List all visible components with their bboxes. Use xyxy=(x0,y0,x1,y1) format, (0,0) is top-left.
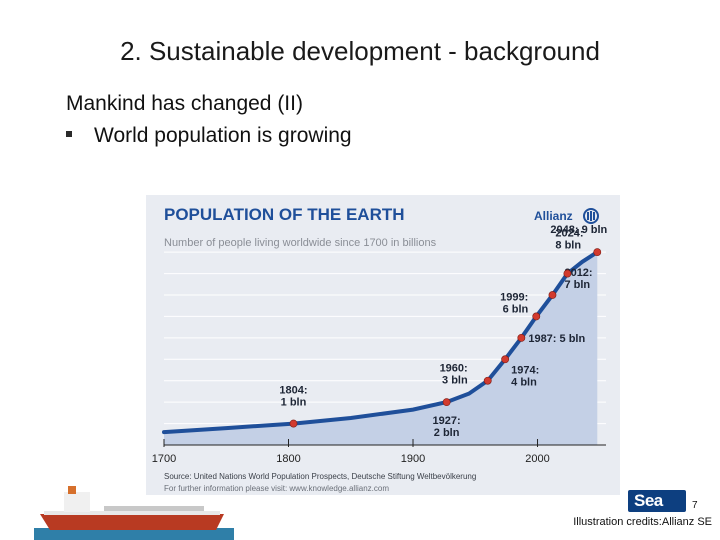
milestone-label: 1804: xyxy=(279,385,307,397)
milestone-marker xyxy=(563,269,572,278)
x-tick-label: 1700 xyxy=(152,453,176,465)
milestone-value-label: 4 bln xyxy=(511,376,537,388)
milestone-marker xyxy=(548,291,557,299)
further-info-text: For further information please visit: ww… xyxy=(164,484,389,493)
sea-logo: Sea xyxy=(628,490,686,512)
page-number: 7 xyxy=(692,500,698,511)
milestone-marker xyxy=(593,248,602,257)
logo-text: Sea xyxy=(634,491,663,510)
milestone-value-label: 1 bln xyxy=(281,397,307,409)
brand-name: Allianz xyxy=(534,209,573,223)
chart-subtitle: Number of people living worldwide since … xyxy=(164,237,437,249)
milestone-label: 2024: xyxy=(555,228,583,240)
milestone-label: 1927: xyxy=(433,415,461,427)
milestone-label: 1987: 5 bln xyxy=(528,333,585,345)
milestone-label: 2048: 9 bln xyxy=(550,224,607,236)
bullet-text: World population is growing xyxy=(94,124,352,147)
milestone-label: 1974: xyxy=(511,364,539,376)
milestone-marker xyxy=(442,398,451,407)
milestone-label: 2012: xyxy=(564,267,592,279)
chart-svg: POPULATION OF THE EARTH Number of people… xyxy=(152,205,608,493)
x-tick-label: 1900 xyxy=(401,453,425,465)
population-area xyxy=(164,252,598,445)
milestone-value-label: 2 bln xyxy=(434,427,460,439)
milestone-value-label: 8 bln xyxy=(555,240,581,252)
milestone-value-label: 6 bln xyxy=(503,303,529,315)
credits-text: Illustration credits:Allianz SE xyxy=(573,516,712,528)
milestone-marker xyxy=(532,312,541,321)
milestone-marker xyxy=(517,333,526,342)
slide-heading: Mankind has changed (II) xyxy=(66,92,303,115)
x-tick-label: 1800 xyxy=(276,453,300,465)
milestone-label: 1999: xyxy=(500,291,528,303)
brand-logo-icon xyxy=(583,208,599,224)
milestone-marker xyxy=(289,419,298,428)
chart-title: POPULATION OF THE EARTH xyxy=(164,205,405,224)
x-tick-label: 2000 xyxy=(525,453,549,465)
milestone-value-label: 3 bln xyxy=(442,375,468,387)
source-text: Source: United Nations World Population … xyxy=(164,472,476,481)
bullet-item: World population is growing xyxy=(66,124,352,148)
milestone-marker xyxy=(483,376,492,385)
milestone-label: 1960: xyxy=(440,363,468,375)
milestone-value-label: 7 bln xyxy=(564,279,590,291)
slide-title: 2. Sustainable development - background xyxy=(120,36,600,66)
milestone-marker xyxy=(501,355,510,364)
bullet-square-icon xyxy=(66,131,72,138)
population-chart: POPULATION OF THE EARTH Number of people… xyxy=(146,195,620,495)
ship-illustration xyxy=(34,486,234,540)
